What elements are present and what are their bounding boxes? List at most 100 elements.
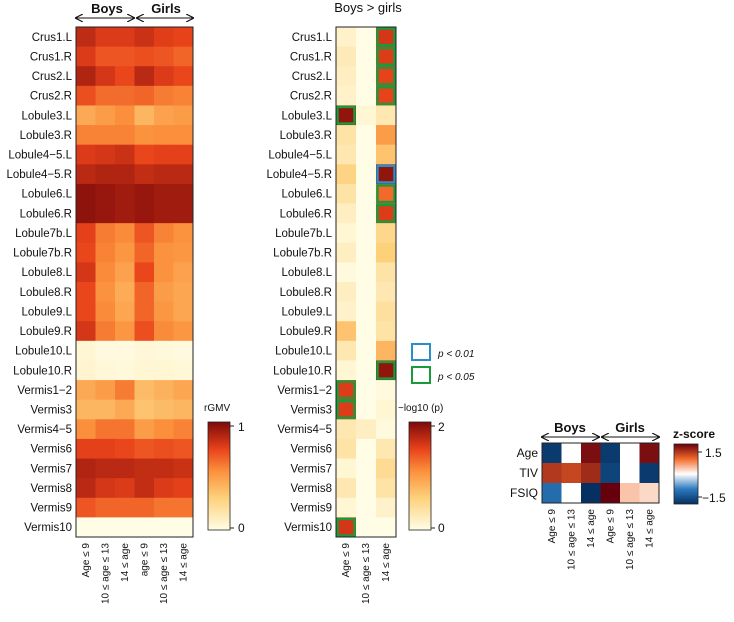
row-label: Crus1.R [290,51,332,63]
heatmap-cell [173,282,194,303]
heatmap-cell [376,478,397,499]
heatmap-cell [134,144,155,165]
row-label: Crus1.R [30,51,72,63]
heatmap-cell [134,125,155,146]
row-label: Vermis3 [30,405,72,417]
heatmap-cell [356,340,377,361]
boys-gt-girls-title: Boys > girls [334,0,402,15]
column-label: 10 ≤ age ≤ 13 [361,543,372,604]
heatmap-cell [376,203,397,224]
heatmap-cell [173,125,194,146]
zscore-column-labels: Age ≤ 9 10 ≤ age ≤ 13 14 ≤ age Age ≤ 9 10 ≤ … [547,509,656,570]
heatmap-cell [76,27,96,48]
heatmap-cell [76,262,96,283]
heatmap-cell [115,321,135,342]
heatmap-cell [376,301,397,322]
column-label: age ≤ 9 [139,543,150,577]
group-label-boys: Boys [91,1,123,16]
heatmap-cell [115,438,135,459]
heatmap-cell [95,46,116,67]
significance-box [376,66,396,86]
heatmap-cell [154,144,174,165]
heatmap-cell [115,340,135,361]
significance-box [376,360,396,380]
column-label: 10 ≤ age ≤ 13 [159,543,170,604]
zscore-colorbar-max: 1.5 [705,446,722,460]
row-label: Lobule9.L [281,306,332,318]
row-label: Lobule4−5.R [6,169,72,181]
column-label: 10 ≤ age ≤ 13 [100,543,111,604]
heatmap-cell [173,262,194,283]
heatmap-cell [376,360,397,381]
heatmap-cell [115,242,135,263]
heatmap-cell [134,380,155,401]
pvalue-colorbar-ramp [408,421,432,531]
zscore-colorbar-ramp [673,443,699,505]
heatmap-cell [115,144,135,165]
heatmap-cell [154,85,174,106]
heatmap-cell [115,46,135,67]
heatmap-cell [376,517,397,538]
heatmap-cell [173,223,194,244]
row-label: Vermis8 [290,483,332,495]
heatmap-cell [134,183,155,204]
heatmap-cell [76,360,96,381]
heatmap-cell [356,438,377,459]
boys-gt-girls-row-labels: Crus1.L Crus1.R Crus2.L Crus2.R Lobule3.L Lob… [266,32,332,534]
heatmap-cell [115,497,135,518]
heatmap-cell [76,380,96,401]
row-label: Vermis9 [290,503,332,515]
heatmap-cell [154,164,174,185]
heatmap-cell [376,46,397,67]
column-label: 10 ≤ age ≤ 13 [566,509,577,570]
heatmap-cell [376,144,397,165]
boys-gt-girls-frame [335,26,397,538]
significance-box [336,399,356,420]
heatmap-cell [356,380,377,401]
heatmap-cell [115,183,135,204]
heatmap-cell [376,105,397,126]
heatmap-cell [336,321,357,342]
row-label: Lobule7b.R [273,248,332,260]
heatmap-cell [336,438,357,459]
heatmap-cell [336,340,357,361]
row-label: Vermis4−5 [17,424,72,436]
heatmap-cell [581,483,601,504]
heatmap-cell [76,125,96,146]
heatmap-cell [154,105,174,126]
heatmap-cell [356,458,377,479]
heatmap-cell [115,66,135,87]
heatmap-cell [336,183,357,204]
heatmap-cell [154,223,174,244]
heatmap-cell [600,483,621,504]
heatmap-cell [356,497,377,518]
heatmap-cell [336,125,357,146]
row-label: Lobule8.R [20,287,72,299]
heatmap-cell [336,223,357,244]
heatmap-cell [336,262,357,283]
heatmap-cell [134,85,155,106]
legend-label-p05: p < 0.05 [437,372,475,383]
heatmap-cell [154,360,174,381]
heatmap-cell [154,399,174,420]
significance-box [376,86,396,106]
heatmap-cell [76,321,96,342]
heatmap-cell [95,438,116,459]
heatmap-cell [134,164,155,185]
heatmap-cell [134,517,155,538]
heatmap-cell [95,478,116,499]
z-group-label-girls: Girls [615,420,645,435]
heatmap-cell [154,27,174,48]
heatmap-cell [76,517,96,538]
heatmap-cell [336,105,357,126]
heatmap-cell [376,340,397,361]
heatmap-cell [134,458,155,479]
heatmap-cell [76,458,96,479]
heatmap-cell [76,242,96,263]
heatmap-cell [134,262,155,283]
significance-box [376,184,396,204]
row-label: Lobule3.L [21,110,72,122]
heatmap-cell [134,27,155,48]
heatmap-cell [376,262,397,283]
row-label: Lobule8.L [21,267,72,279]
